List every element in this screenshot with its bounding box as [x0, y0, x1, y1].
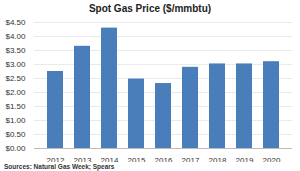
svg-text:2017: 2017 — [182, 156, 200, 162]
svg-text:2014: 2014 — [101, 156, 119, 162]
svg-text:2019: 2019 — [236, 156, 254, 162]
svg-text:2018: 2018 — [209, 156, 227, 162]
svg-text:$3.00: $3.00 — [5, 60, 26, 69]
html-text:Sources: Natural Gas Week; Spe: Sources: Natural Gas Week; Spears — [4, 163, 115, 170]
svg-text:$0.00: $0.00 — [5, 144, 26, 153]
svg-text:$2.00: $2.00 — [5, 88, 26, 97]
svg-text:$1.00: $1.00 — [5, 116, 26, 125]
html-text:Spot Gas Price ($/mmbtu): Spot Gas Price ($/mmbtu) — [88, 3, 212, 14]
svg-text:2020: 2020 — [263, 156, 281, 162]
svg-text:$1.50: $1.50 — [5, 102, 26, 111]
svg-text:2015: 2015 — [128, 156, 146, 162]
svg-text:$0.50: $0.50 — [5, 130, 26, 139]
svg-text:$4.50: $4.50 — [5, 18, 26, 27]
svg-text:$4.00: $4.00 — [5, 32, 26, 41]
svg-text:2016: 2016 — [155, 156, 173, 162]
svg-text:$2.50: $2.50 — [5, 74, 26, 83]
svg-text:2013: 2013 — [74, 156, 92, 162]
svg-text:2012: 2012 — [47, 156, 65, 162]
svg-text:$3.50: $3.50 — [5, 46, 26, 55]
